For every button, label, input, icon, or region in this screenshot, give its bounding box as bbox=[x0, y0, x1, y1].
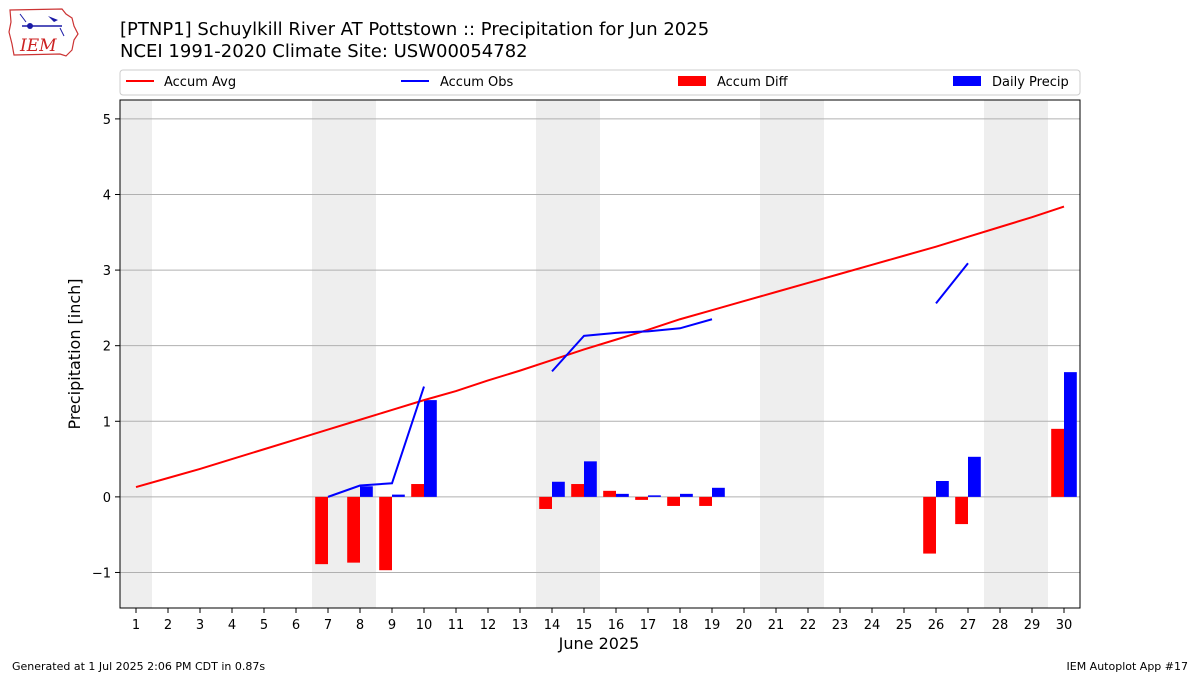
bar-accum-diff bbox=[571, 484, 584, 497]
bar-daily-precip bbox=[648, 495, 661, 497]
y-tick-label: 2 bbox=[103, 340, 111, 355]
legend-label-accum-obs: Accum Obs bbox=[440, 75, 513, 90]
bar-accum-diff bbox=[347, 496, 360, 563]
bar-daily-precip bbox=[936, 481, 949, 497]
y-tick-label: 3 bbox=[103, 264, 111, 279]
line-accum-obs bbox=[327, 386, 425, 498]
legend: Accum Avg Accum Obs Accum Diff Daily Pre… bbox=[119, 69, 1081, 96]
weekend-band bbox=[984, 100, 1048, 608]
bar-accum-diff bbox=[955, 496, 968, 525]
y-axis-label: Precipitation [inch] bbox=[65, 278, 84, 429]
x-tick-label: 26 bbox=[928, 618, 945, 633]
bar-series bbox=[315, 372, 1077, 571]
bar-accum-diff bbox=[539, 496, 552, 509]
x-tick-label: 24 bbox=[864, 618, 881, 633]
line-accum-obs bbox=[935, 262, 969, 304]
x-tick-label: 7 bbox=[324, 618, 332, 633]
x-tick-label: 3 bbox=[196, 618, 204, 633]
y-tick-label: 5 bbox=[103, 113, 111, 128]
legend-label-accum-avg: Accum Avg bbox=[164, 75, 236, 90]
legend-swatch-daily-precip bbox=[953, 76, 981, 86]
bar-daily-precip bbox=[360, 486, 373, 497]
x-tick-label: 25 bbox=[896, 618, 913, 633]
iem-logo-text: IEM bbox=[19, 36, 57, 56]
bar-accum-diff bbox=[411, 484, 424, 497]
x-tick-label: 13 bbox=[512, 618, 529, 633]
x-tick-label: 4 bbox=[228, 618, 236, 633]
x-tick-label: 5 bbox=[260, 618, 268, 633]
legend-frame bbox=[119, 69, 1081, 96]
x-tick-label: 27 bbox=[960, 618, 977, 633]
legend-label-daily-precip: Daily Precip bbox=[992, 75, 1069, 90]
x-tick-label: 18 bbox=[672, 618, 689, 633]
legend-swatch-accum-diff bbox=[678, 76, 706, 86]
bar-accum-diff bbox=[699, 496, 712, 506]
bar-daily-precip bbox=[712, 487, 725, 497]
x-tick-label: 28 bbox=[992, 618, 1009, 633]
y-tick-label: 1 bbox=[103, 415, 111, 430]
bar-daily-precip bbox=[968, 456, 981, 497]
x-tick-label: 6 bbox=[292, 618, 300, 633]
bar-daily-precip bbox=[616, 493, 629, 497]
bar-accum-diff bbox=[315, 496, 328, 565]
iem-logo: IEM bbox=[8, 8, 79, 57]
weekend-band bbox=[120, 100, 152, 608]
x-axis-label: June 2025 bbox=[558, 634, 640, 653]
footer-generated: Generated at 1 Jul 2025 2:06 PM CDT in 0… bbox=[12, 660, 265, 673]
bar-accum-diff bbox=[379, 496, 392, 571]
plot-frame bbox=[119, 99, 1081, 609]
x-tick-label: 22 bbox=[800, 618, 817, 633]
bar-daily-precip bbox=[392, 494, 405, 497]
x-tick-label: 30 bbox=[1056, 618, 1073, 633]
x-tick-label: 1 bbox=[132, 618, 140, 633]
x-tick-label: 15 bbox=[576, 618, 593, 633]
x-tick-label: 20 bbox=[736, 618, 753, 633]
bar-daily-precip bbox=[1064, 372, 1077, 497]
line-series bbox=[135, 205, 1065, 498]
legend-label-accum-diff: Accum Diff bbox=[717, 75, 789, 90]
x-tick-label: 12 bbox=[480, 618, 497, 633]
chart-title: [PTNP1] Schuylkill River AT Pottstown ::… bbox=[120, 19, 709, 40]
x-tick-label: 23 bbox=[832, 618, 849, 633]
line-accum-obs bbox=[551, 318, 713, 373]
chart-subtitle: NCEI 1991-2020 Climate Site: USW00054782 bbox=[120, 41, 528, 62]
x-axis: 1 2 3 4 5 6 7 8 9 10 11 12 13 14 15 16 17 18 19 20 21 22 23 24 2… bbox=[132, 608, 1072, 633]
y-tick-label: 4 bbox=[103, 188, 111, 203]
x-tick-label: 14 bbox=[544, 618, 561, 633]
bar-daily-precip bbox=[680, 493, 693, 497]
bar-accum-diff bbox=[1051, 428, 1064, 497]
bar-accum-diff bbox=[603, 490, 616, 497]
line-accum-avg bbox=[135, 205, 1065, 489]
bar-accum-diff bbox=[923, 496, 936, 554]
bar-accum-diff bbox=[667, 496, 680, 506]
x-tick-label: 10 bbox=[416, 618, 433, 633]
x-tick-label: 9 bbox=[388, 618, 396, 633]
weekend-band bbox=[760, 100, 824, 608]
bar-daily-precip bbox=[584, 461, 597, 497]
footer-app: IEM Autoplot App #17 bbox=[1067, 660, 1189, 673]
y-tick-label: 0 bbox=[103, 491, 111, 506]
y-tick-label: −1 bbox=[92, 566, 111, 581]
x-tick-label: 8 bbox=[356, 618, 364, 633]
x-tick-label: 21 bbox=[768, 618, 785, 633]
x-tick-label: 17 bbox=[640, 618, 657, 633]
x-tick-label: 16 bbox=[608, 618, 625, 633]
x-tick-label: 11 bbox=[448, 618, 465, 633]
x-tick-label: 2 bbox=[164, 618, 172, 633]
x-tick-label: 29 bbox=[1024, 618, 1041, 633]
y-axis: −1 0 1 2 3 4 5 bbox=[92, 113, 120, 581]
bar-accum-diff bbox=[635, 496, 648, 500]
x-tick-label: 19 bbox=[704, 618, 721, 633]
bar-daily-precip bbox=[424, 400, 437, 497]
weekend-bands bbox=[120, 100, 1048, 608]
bar-daily-precip bbox=[552, 481, 565, 497]
grid-lines bbox=[120, 118, 1080, 573]
